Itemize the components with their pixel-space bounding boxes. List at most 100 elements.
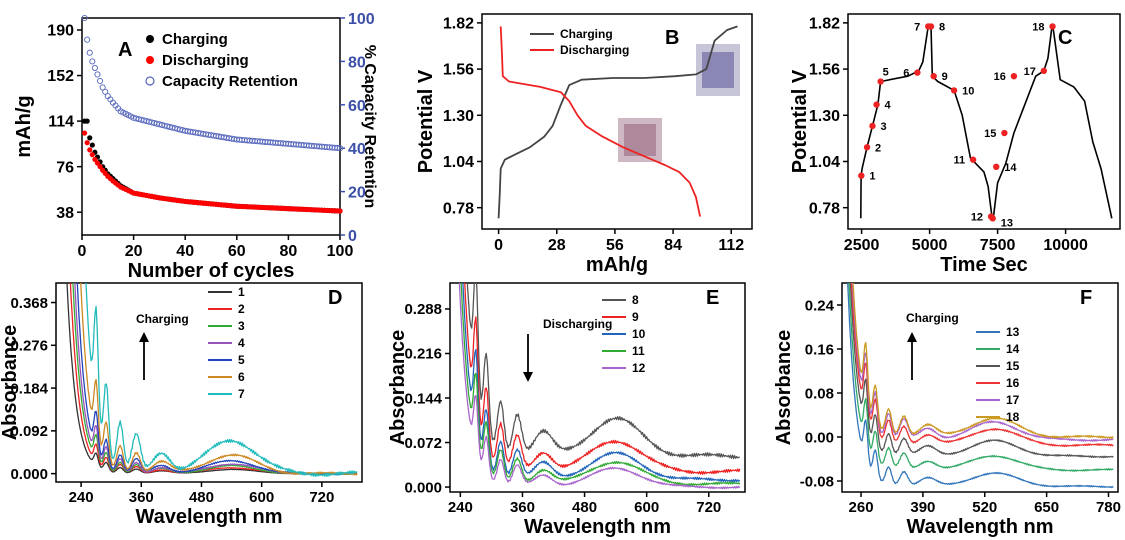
legend-label: 4: [238, 336, 245, 350]
data-point: [87, 147, 93, 153]
y-tick-label: 0.00: [805, 429, 834, 446]
legend-label: 2: [238, 302, 245, 316]
series-potential-time: [860, 25, 1113, 220]
data-point: [81, 14, 88, 22]
plot-frame-d: [55, 282, 363, 483]
x-tick-label: 80: [280, 243, 298, 260]
spectrum-13: [847, 283, 1114, 489]
spectrum-9: [464, 283, 741, 475]
y2-tick-label: 20: [348, 185, 366, 202]
data-point: [102, 88, 109, 95]
point-marker: [1040, 67, 1048, 75]
inset-photo-charged-stain: [702, 52, 734, 88]
point-marker: [863, 144, 871, 151]
data-point: [336, 145, 344, 152]
legend-label: 17: [1006, 393, 1020, 407]
x-tick-label: 720: [309, 489, 334, 506]
data-point: [337, 208, 343, 214]
point-marker: [950, 87, 958, 94]
x-axis-label: Wavelength nm: [135, 506, 282, 528]
legend-label: 15: [1006, 359, 1020, 373]
x-tick-label: 480: [572, 499, 597, 516]
x-tick-label: 84: [664, 237, 682, 254]
x-axis-label: Time Sec: [940, 254, 1027, 276]
panel-letter-b: B: [665, 27, 679, 49]
point-label: 8: [939, 21, 945, 33]
data-point: [89, 152, 95, 158]
x-tick-label: 0: [494, 237, 503, 254]
x-tick-label: 0: [78, 243, 87, 260]
point-marker: [927, 23, 935, 30]
y-tick-label: 0.092: [10, 423, 48, 440]
spectrum-16: [850, 283, 1114, 448]
legend-label: 8: [632, 293, 639, 307]
point-label: 12: [971, 212, 983, 224]
annotation-label: Charging: [906, 311, 959, 325]
data-point: [94, 71, 101, 78]
data-point: [94, 160, 101, 166]
spectrum-5: [76, 283, 358, 476]
panel-letter-a: A: [118, 39, 132, 61]
x-tick-label: 56: [606, 237, 624, 254]
y-tick-label: 0.184: [10, 380, 48, 397]
data-point: [84, 140, 90, 146]
point-label: 7: [914, 21, 920, 33]
point-marker: [1001, 129, 1008, 137]
y2-tick-label: 40: [348, 141, 366, 158]
spectrum-15: [849, 283, 1114, 459]
data-point: [84, 36, 91, 43]
plot-frame-f: [841, 282, 1119, 493]
y-tick-label: 190: [47, 23, 74, 40]
y2-tick-label: 0: [348, 228, 357, 245]
panel-letter-c: C: [1058, 27, 1072, 49]
x-axis-label: mAh/g: [586, 254, 648, 276]
point-marker: [1010, 72, 1018, 80]
legend-marker: [146, 56, 154, 64]
y-tick-label: 1.82: [443, 15, 474, 32]
x-tick-label: 360: [129, 489, 154, 506]
point-marker: [989, 215, 996, 222]
spectrum-7: [85, 283, 358, 477]
legend-label: 1: [238, 285, 245, 299]
y-tick-label: 0.144: [404, 390, 442, 407]
point-label: 9: [942, 71, 948, 83]
point-label: 15: [984, 128, 996, 140]
x-tick-label: 240: [69, 489, 94, 506]
spectra-group: [66, 283, 358, 477]
spectrum-10: [462, 283, 741, 483]
y2-axis-label: % Capacity Retention: [361, 45, 378, 209]
y2-tick-label: 100: [348, 11, 375, 28]
x-tick-label: 2500: [844, 237, 880, 254]
y-tick-label: 1.56: [443, 62, 474, 79]
legend-label: 11: [632, 344, 645, 358]
series-capacity-retention: [81, 14, 344, 152]
y-tick-label: 0.000: [10, 466, 48, 483]
point-label: 6: [903, 68, 909, 80]
data-point: [92, 156, 98, 163]
y-tick-label: 1.04: [809, 154, 840, 171]
annotation-label: Charging: [136, 312, 189, 326]
x-tick-label: 360: [510, 499, 535, 516]
point-label: 1: [869, 171, 875, 183]
x-tick-label: 260: [849, 499, 874, 516]
y-tick-label: 0.072: [404, 435, 442, 452]
data-point: [87, 135, 93, 141]
spectrum-3: [72, 283, 358, 475]
point-label: 14: [1004, 162, 1017, 174]
point-marker: [993, 163, 1000, 171]
legend-label: 16: [1006, 376, 1020, 390]
panel-d: D 240 360 480 600 720 0.000 0.092 0.184 0.276 0.3…: [0, 282, 363, 528]
series-discharging: [81, 130, 343, 214]
spectrum-18: [852, 283, 1114, 440]
spectrum-1: [66, 283, 358, 475]
y-tick-label: 0.288: [404, 301, 442, 318]
y-tick-label: 152: [47, 68, 74, 85]
legend-label: 10: [632, 327, 646, 341]
plot-frame-e: [449, 282, 746, 493]
legend-label: 12: [632, 361, 646, 375]
x-tick-label: 520: [972, 499, 997, 516]
y-tick-label: 0.08: [805, 385, 834, 402]
spectrum-12: [458, 283, 741, 490]
y-tick-label: 0.24: [805, 297, 835, 314]
point-marker: [1049, 23, 1056, 30]
